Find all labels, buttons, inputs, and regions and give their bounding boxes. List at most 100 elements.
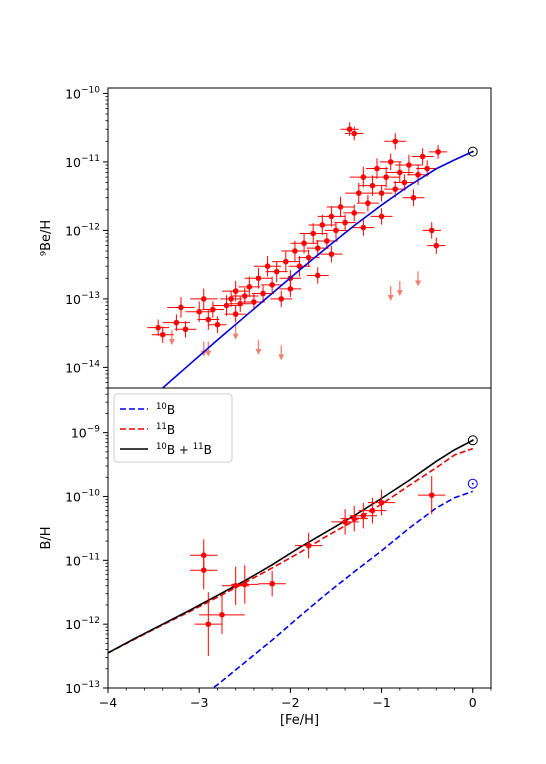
boron-ytick-label-exp: −11 <box>81 552 100 562</box>
be-point <box>428 227 435 234</box>
be-upper-limit-arrow <box>415 280 422 287</box>
be-ytick-label-base: 10 <box>65 360 81 375</box>
be-point <box>314 245 321 251</box>
boron-ytick-label-exp: −13 <box>81 680 100 690</box>
legend-iso: 10 <box>156 442 167 452</box>
be-point <box>419 153 426 160</box>
be-point <box>333 227 339 234</box>
be-point <box>241 293 248 299</box>
be-ytick-label: 10−13 <box>65 291 100 307</box>
be-frame <box>107 87 492 389</box>
be-point <box>310 230 316 237</box>
boron-ytick-label-exp: −9 <box>87 425 101 435</box>
be-point <box>182 326 189 333</box>
x-axis-label: [Fe/H] <box>280 713 319 728</box>
be-point <box>360 224 367 231</box>
boron-point <box>305 542 312 549</box>
boron-ytick-label-base: 10 <box>65 617 81 632</box>
be-point <box>387 159 394 165</box>
boron-point <box>369 507 376 514</box>
boron-solar-symbol-dot-1 <box>471 482 474 485</box>
be-upper-limit-arrow <box>205 350 212 357</box>
be-point <box>392 138 399 145</box>
be-point <box>360 174 367 180</box>
be-point <box>246 284 253 290</box>
legend-el-2: B <box>204 443 212 457</box>
legend-plus: + <box>175 443 193 457</box>
boron-ytick-label: 10−10 <box>65 488 100 504</box>
boron-solar-symbol-1 <box>467 478 478 489</box>
be-point <box>173 319 180 326</box>
boron-solar-symbol-dot-0 <box>471 439 474 442</box>
legend-label-2: 10B + 11B <box>156 442 212 457</box>
be-point <box>228 296 234 302</box>
be-point <box>210 306 216 313</box>
be-ytick-label: 10−12 <box>65 222 100 238</box>
be-point <box>346 126 353 133</box>
be-point <box>378 190 385 196</box>
be-y-axis-label: ⁹Be/H <box>39 220 54 256</box>
be-point <box>410 194 417 201</box>
be-upper-limit-arrow <box>168 339 175 346</box>
be-ytick-label-exp: −12 <box>81 222 100 232</box>
boron-point <box>241 581 248 588</box>
x-tick-label: −1 <box>372 695 390 710</box>
be-point <box>328 213 335 220</box>
be-point <box>435 149 441 155</box>
be-upper-limit-arrow <box>278 354 285 361</box>
be-point <box>264 263 271 270</box>
be-point <box>397 169 403 176</box>
be-point <box>351 130 358 137</box>
be-point <box>351 210 358 216</box>
boron-ytick-label-exp: −12 <box>81 616 100 626</box>
be-ytick-label-exp: −14 <box>81 359 100 369</box>
be-point <box>305 254 312 261</box>
boron-ytick-label: 10−12 <box>65 616 100 632</box>
be-point <box>260 290 266 297</box>
be-point <box>383 174 389 180</box>
be-ytick-label-base: 10 <box>65 155 81 170</box>
boron-ytick-label: 10−13 <box>65 680 100 696</box>
be-point <box>433 242 440 249</box>
boron-point <box>378 499 385 506</box>
x-tick-label: −3 <box>190 695 208 710</box>
be-point <box>232 288 239 294</box>
x-tick-label: −2 <box>281 695 299 710</box>
be-point <box>269 282 275 288</box>
boron-point <box>360 512 367 519</box>
be-point <box>406 162 412 168</box>
be-ytick-label-base: 10 <box>65 223 81 238</box>
boron-model-curve-0 <box>211 490 474 688</box>
be-point <box>424 165 430 172</box>
be-ytick-label-exp: −10 <box>81 85 100 95</box>
be-plot-area <box>147 122 474 388</box>
be-point <box>314 272 321 279</box>
x-tick-label: 0 <box>469 695 477 710</box>
be-point <box>369 182 376 189</box>
boron-ytick-label: 10−9 <box>71 425 100 441</box>
be-point <box>205 316 212 323</box>
legend-label-1: 11B <box>156 422 175 437</box>
be-point <box>178 304 184 311</box>
be-point <box>365 200 371 206</box>
be-point <box>155 324 161 331</box>
boron-ytick-label-base: 10 <box>65 681 81 696</box>
boron-ytick-label-base: 10 <box>65 489 81 504</box>
be-ytick-label-base: 10 <box>65 292 81 307</box>
be-upper-limit-arrow <box>387 295 394 302</box>
be-point <box>214 321 221 328</box>
be-point <box>223 302 230 309</box>
be-point <box>415 171 421 178</box>
be-upper-limit-arrow <box>396 290 403 297</box>
be-point <box>251 299 257 305</box>
be-point <box>287 286 294 292</box>
be-point <box>237 300 244 307</box>
be-solar-symbol <box>467 146 478 157</box>
boron-point <box>232 582 239 589</box>
be-point <box>196 308 202 315</box>
boron-ytick-label-exp: −10 <box>81 488 100 498</box>
x-tick-label: −4 <box>99 695 117 710</box>
